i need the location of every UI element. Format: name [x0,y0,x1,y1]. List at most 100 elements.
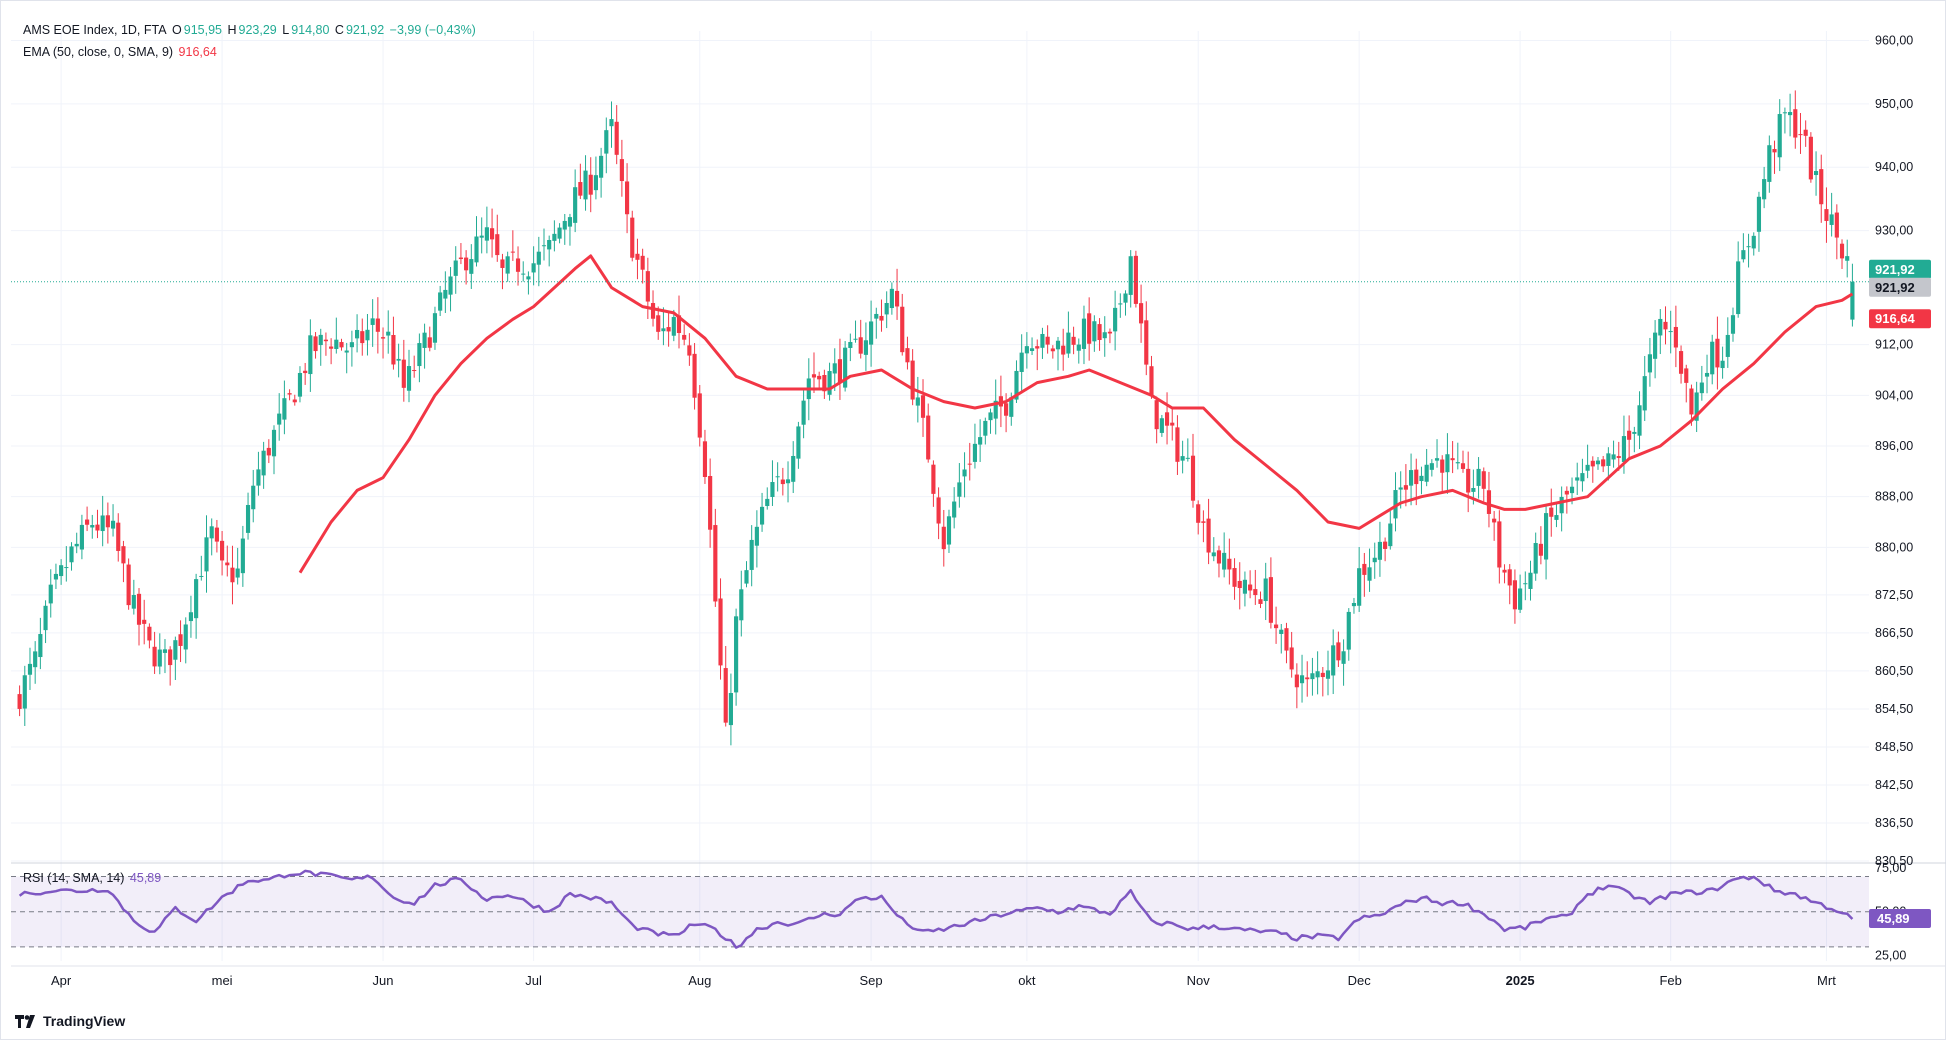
candle-up [27,663,33,675]
candle-up [1476,468,1481,486]
candle-down [687,345,692,356]
candle-down [1403,485,1408,490]
candle-up [1746,246,1751,248]
candle-up [1518,588,1523,610]
candle-up [438,292,443,311]
ema-value: 916,64 [178,45,217,59]
candle-up [355,329,360,339]
candle-up [541,245,547,247]
candle-up [796,426,801,459]
price-tick-label: 842,50 [1875,778,1913,792]
close-value: 921,92 [345,23,385,37]
candle-down [588,174,593,195]
candle-up [1704,372,1710,377]
time-tick-label: Jul [525,973,542,988]
candle-up [1699,382,1704,394]
candle-up [962,469,967,477]
candle-down [1440,459,1445,473]
rsi-label: RSI (14, SMA, 14) [23,871,125,885]
tradingview-brand[interactable]: TradingView [15,1013,125,1029]
candle-down [287,393,292,395]
last-price-badge [1869,259,1931,279]
candle-up [240,538,245,574]
candle-down [427,337,432,348]
candle-up [1341,651,1346,664]
candle-down [1320,672,1325,678]
candle-up [1066,332,1071,354]
candle-down [1305,677,1310,680]
candle-down [780,479,785,485]
candle-down [1803,129,1808,136]
candle-down [936,497,941,524]
candle-down [858,337,863,354]
candle-down [1268,577,1273,623]
candle-up [308,335,313,375]
candle-up [770,482,775,497]
candle-up [583,170,588,200]
candle-up [884,302,889,315]
candle-down [95,524,100,531]
candle-up [1211,552,1216,557]
candle-up [1315,671,1320,678]
candle-down [666,327,671,332]
candle-up [1471,487,1476,492]
candle-up [1585,464,1590,471]
candle-down [1097,324,1102,340]
candle-up [1710,341,1715,375]
candle-down [495,234,500,256]
candle-up [1455,462,1460,464]
candle-up [863,340,868,355]
candle-up [110,520,116,529]
candle-up [1725,334,1730,357]
candle-down [1149,366,1154,396]
candle-up [162,649,168,653]
candle-down [1481,471,1486,489]
candle-up [1658,318,1663,336]
candle-down [1248,584,1253,591]
candle-down [1466,468,1471,493]
candle-up [1040,333,1045,348]
candle-up [1694,392,1699,421]
candle-up [334,339,339,349]
candle-up [204,537,209,572]
price-tick-label: 860,50 [1875,664,1913,678]
candle-down [1206,518,1211,553]
candle-up [1730,315,1736,334]
candle-up [1388,523,1393,547]
candle-down [1201,521,1206,523]
ema-value-badge [1869,309,1931,329]
candle-down [900,306,905,353]
candle-up [1024,346,1029,354]
price-tick-label: 848,50 [1875,740,1913,754]
candle-up [562,220,567,230]
candle-down [1004,403,1009,416]
candle-up [1367,567,1372,581]
candle-up [946,516,952,545]
candle-up [157,649,162,667]
low-value: 914,80 [291,23,330,37]
candle-up [1408,470,1414,486]
high-label: H [227,23,237,37]
candle-up [1559,496,1564,514]
candle-up [1279,629,1284,634]
candle-down [614,121,619,155]
time-tick-label: Nov [1187,973,1211,988]
candle-down [1289,647,1294,670]
candle-up [370,318,375,325]
price-tick-label: 830,50 [1875,854,1913,868]
candle-down [1258,599,1263,604]
candle-up [1647,354,1652,373]
candle-down [1839,243,1845,259]
candle-up [952,501,957,518]
candle-up [505,256,510,274]
candle-down [1808,136,1813,180]
candle-down [1798,134,1803,136]
candle-down [121,546,126,564]
candle-down [1035,346,1040,349]
candle-down [17,694,22,709]
candle-up [1029,348,1035,351]
candle-down [105,515,110,528]
rsi-value-badge-text: 45,89 [1877,911,1910,926]
